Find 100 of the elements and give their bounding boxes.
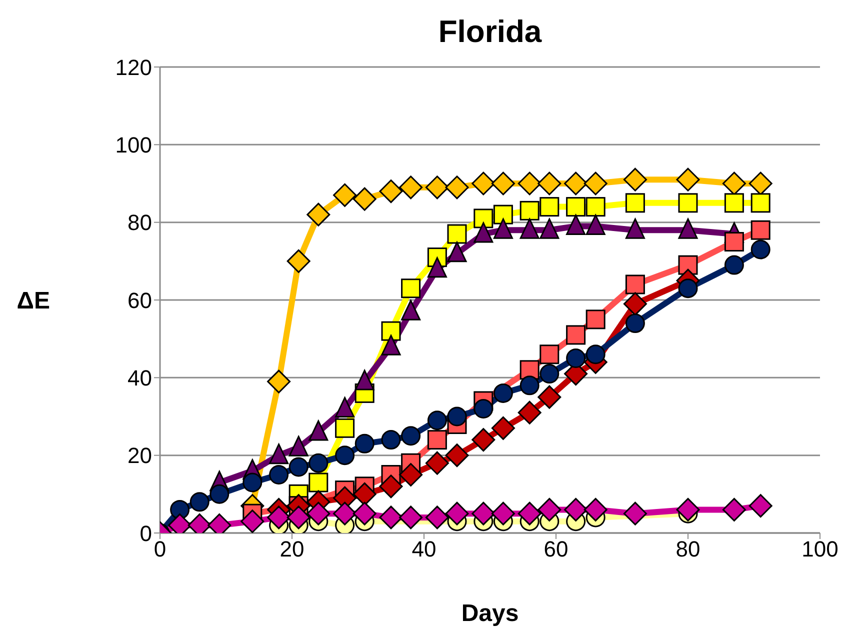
point	[401, 278, 421, 298]
point	[286, 506, 310, 530]
point	[381, 321, 401, 341]
point	[352, 502, 376, 526]
point	[518, 502, 542, 526]
point	[472, 502, 496, 526]
point	[354, 370, 374, 390]
point	[566, 214, 586, 235]
point	[472, 172, 496, 196]
point	[538, 385, 562, 409]
point	[724, 255, 744, 275]
point	[520, 200, 540, 220]
point	[425, 451, 449, 475]
point	[308, 453, 328, 473]
point	[540, 344, 560, 364]
point	[586, 197, 606, 217]
point	[748, 172, 772, 196]
point	[401, 300, 421, 320]
point	[427, 257, 447, 278]
point	[381, 430, 401, 450]
point	[586, 344, 606, 364]
point	[491, 502, 515, 526]
point	[381, 334, 401, 356]
point	[491, 172, 515, 196]
point	[190, 492, 210, 512]
point	[474, 222, 494, 243]
point	[564, 172, 588, 196]
y-tick-label: 20	[128, 443, 152, 468]
point	[584, 498, 608, 522]
x-tick-label: 60	[544, 536, 568, 562]
point	[379, 506, 403, 530]
point	[308, 420, 328, 441]
point	[399, 506, 423, 530]
point	[520, 218, 540, 239]
point	[308, 472, 328, 492]
point	[625, 274, 645, 294]
point	[306, 202, 330, 226]
point	[676, 498, 700, 522]
point	[676, 168, 700, 192]
point	[379, 474, 403, 498]
point	[240, 510, 264, 533]
x-axis-title: Days	[461, 600, 519, 627]
point	[333, 502, 357, 526]
point	[493, 383, 513, 403]
point	[750, 240, 770, 260]
point	[540, 218, 560, 239]
point	[306, 502, 330, 526]
point	[678, 255, 698, 275]
point	[445, 444, 469, 468]
point	[750, 220, 770, 240]
point	[586, 214, 606, 235]
point	[210, 484, 230, 504]
point	[427, 430, 447, 450]
y-tick-label: 60	[128, 288, 152, 313]
point	[447, 224, 467, 244]
point	[425, 506, 449, 530]
point	[447, 242, 467, 262]
y-tick-label: 0	[140, 520, 152, 546]
point	[399, 463, 423, 486]
point	[623, 168, 647, 192]
point	[678, 193, 698, 213]
point	[538, 498, 562, 522]
y-tick-label: 40	[128, 365, 152, 390]
point	[425, 176, 449, 200]
y-axis-title: ΔE	[16, 288, 50, 315]
point	[678, 218, 698, 239]
point	[267, 506, 291, 530]
point	[267, 370, 291, 394]
point	[678, 278, 698, 298]
point	[472, 428, 496, 452]
x-tick-label: 80	[676, 536, 700, 562]
point	[566, 348, 586, 368]
point	[566, 325, 586, 345]
point	[335, 418, 355, 438]
point	[493, 204, 513, 224]
point	[445, 176, 469, 200]
y-tick-label: 120	[115, 54, 152, 80]
point	[625, 314, 645, 334]
point	[518, 400, 542, 424]
y-tick-label: 100	[115, 132, 152, 158]
point	[288, 436, 308, 456]
point	[586, 310, 606, 330]
point	[242, 472, 262, 492]
point	[352, 482, 376, 506]
point	[474, 208, 494, 228]
point	[352, 187, 376, 211]
point	[427, 410, 447, 430]
point	[447, 406, 467, 426]
y-tick-label: 80	[128, 210, 152, 236]
point	[269, 465, 289, 484]
x-tick-label: 100	[802, 536, 838, 562]
point	[335, 446, 355, 466]
point	[520, 376, 540, 396]
point	[724, 193, 744, 213]
point	[491, 416, 515, 440]
point	[722, 172, 746, 196]
point	[748, 494, 772, 518]
point	[379, 180, 403, 204]
point	[623, 292, 647, 316]
point	[518, 172, 542, 196]
